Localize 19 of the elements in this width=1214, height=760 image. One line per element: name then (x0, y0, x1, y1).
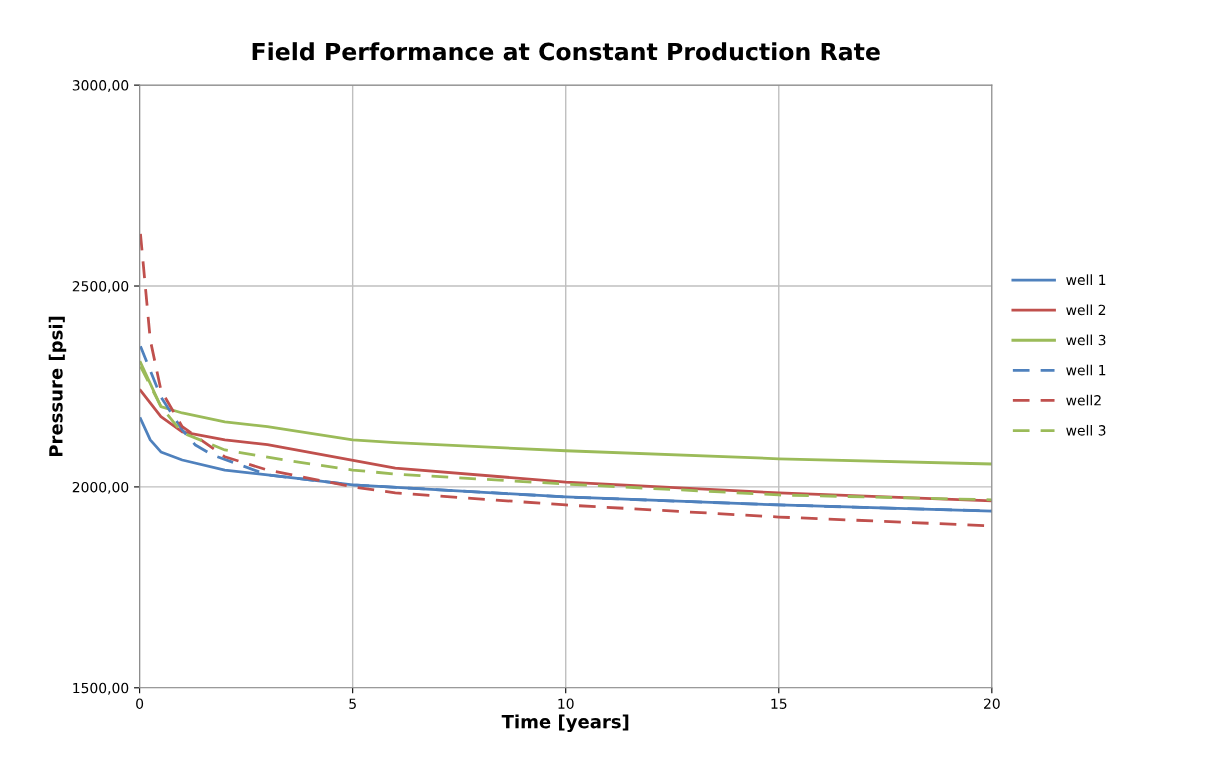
x-tick-label: 20 (984, 698, 1000, 709)
legend-label: well 2 (1066, 304, 1106, 316)
y-axis-title: Pressure [psi] (48, 316, 67, 457)
x-axis-title: Time [years] (501, 714, 629, 733)
chart-title: Field Performance at Constant Production Rate (252, 42, 880, 61)
x-tick-label: 0 (136, 698, 144, 709)
x-tick-label: 10 (558, 698, 574, 709)
y-tick-label: 3000,00 (72, 80, 129, 93)
legend-label: well 3 (1066, 424, 1106, 436)
x-tick-label: 15 (771, 698, 787, 709)
legend-label: well 1 (1066, 274, 1106, 286)
y-tick-label: 2000,00 (72, 481, 129, 494)
legend-label: well 3 (1066, 334, 1106, 346)
x-tick-label: 5 (349, 698, 356, 709)
legend-label: well2 (1066, 394, 1101, 406)
y-tick-label: 1500,00 (73, 682, 129, 695)
line-series (139, 364, 992, 502)
legend-label: well 1 (1066, 364, 1106, 376)
y-tick-label: 2500,00 (72, 280, 129, 293)
